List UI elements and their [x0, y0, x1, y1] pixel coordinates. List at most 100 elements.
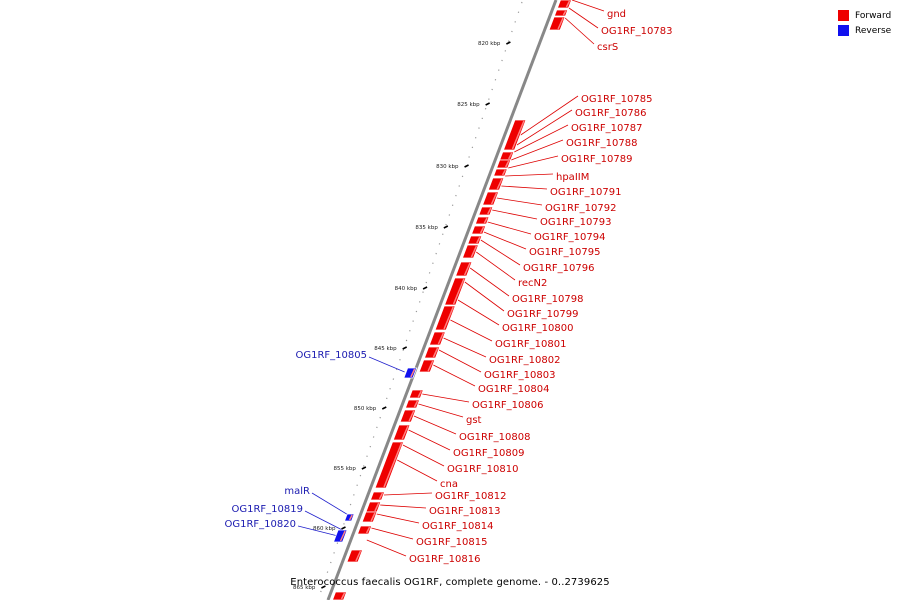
forward-gene-label[interactable]: gst — [466, 415, 482, 426]
forward-gene-label[interactable]: hpaIIM — [556, 172, 589, 183]
legend-forward: Forward — [838, 8, 891, 23]
forward-gene-label[interactable]: OG1RF_10792 — [545, 203, 617, 214]
forward-gene-label[interactable]: OG1RF_10796 — [523, 263, 595, 274]
ruler-tick-mark — [341, 526, 346, 530]
forward-gene — [548, 16, 566, 31]
genome-backbone — [326, 0, 558, 600]
forward-gene-label[interactable]: OG1RF_10804 — [478, 384, 550, 395]
forward-leader-line — [492, 209, 538, 220]
forward-gene-label[interactable]: OG1RF_10815 — [416, 537, 488, 548]
forward-gene-shade — [487, 207, 492, 215]
forward-gene-label[interactable]: OG1RF_10795 — [529, 247, 601, 258]
forward-leader-line — [413, 415, 457, 435]
forward-gene-shade — [479, 226, 485, 234]
forward-gene — [482, 191, 500, 206]
forward-swatch — [838, 10, 849, 21]
ruler-tick-mark — [361, 466, 367, 470]
forward-gene-label[interactable]: OG1RF_10783 — [601, 26, 673, 37]
forward-gene-label[interactable]: OG1RF_10789 — [561, 154, 633, 165]
forward-gene-label[interactable]: OG1RF_10812 — [435, 491, 507, 502]
forward-gene-shade — [378, 492, 384, 500]
forward-gene-label[interactable]: OG1RF_10786 — [575, 108, 647, 119]
forward-gene — [423, 346, 441, 359]
forward-gene-shade — [483, 217, 488, 224]
forward-gene-label[interactable]: cna — [440, 479, 458, 490]
forward-gene — [487, 177, 505, 191]
forward-leader-line — [418, 403, 464, 418]
forward-gene — [455, 261, 473, 277]
forward-gene-label[interactable]: OG1RF_10799 — [507, 309, 579, 320]
legend-reverse: Reverse — [838, 23, 891, 38]
forward-gene-label[interactable]: OG1RF_10816 — [409, 554, 481, 565]
forward-gene-label[interactable]: OG1RF_10787 — [571, 123, 643, 134]
forward-gene-shade — [504, 160, 510, 168]
forward-gene — [434, 305, 456, 331]
ruler-tick-label: 845 kbp — [374, 346, 397, 352]
forward-gene — [496, 159, 512, 169]
forward-gene-label[interactable]: OG1RF_10791 — [550, 187, 622, 198]
legend-reverse-label: Reverse — [855, 25, 892, 36]
forward-gene-label[interactable]: OG1RF_10788 — [566, 138, 638, 149]
ruler-tick-mark — [381, 406, 387, 410]
forward-gene-label[interactable]: OG1RF_10801 — [495, 339, 567, 350]
ruler-tick-mark — [506, 41, 511, 45]
forward-gene-shade — [501, 169, 506, 176]
forward-gene-shade — [443, 306, 454, 330]
ruler-tick-label: 865 kbp — [293, 585, 316, 591]
forward-gene-shade — [508, 152, 513, 160]
forward-gene-shade — [413, 400, 419, 408]
forward-gene-label[interactable]: OG1RF_10810 — [447, 464, 519, 475]
forward-gene-shade — [374, 502, 380, 512]
forward-gene-shade — [340, 592, 346, 600]
forward-gene — [553, 9, 569, 17]
forward-gene — [471, 225, 487, 235]
forward-gene-label[interactable]: OG1RF_10798 — [512, 294, 584, 305]
forward-leader-line — [408, 429, 451, 451]
forward-leader-line — [380, 504, 427, 509]
forward-gene-label[interactable]: OG1RF_10814 — [422, 521, 494, 532]
reverse-leader-line — [304, 510, 345, 532]
gene-labels: gnd OG1RF_10783 csrS OG1RF_10785 OG1RF_10786… — [225, 9, 673, 565]
forward-gene-label[interactable]: OG1RF_10813 — [429, 506, 501, 517]
forward-gene-shade — [463, 262, 471, 276]
forward-gene — [478, 206, 494, 216]
forward-gene-shade — [401, 425, 409, 440]
forward-gene-label[interactable]: OG1RF_10785 — [581, 94, 653, 105]
forward-gene — [467, 235, 483, 245]
forward-gene — [357, 525, 373, 535]
forward-gene-label[interactable]: OG1RF_10800 — [502, 323, 574, 334]
forward-gene-label[interactable]: csrS — [597, 42, 618, 53]
forward-gene-label[interactable]: OG1RF_10809 — [453, 448, 525, 459]
forward-gene-label[interactable]: OG1RF_10808 — [459, 432, 531, 443]
forward-leader-line — [443, 337, 487, 358]
forward-gene — [374, 441, 405, 489]
forward-gene-label[interactable]: recN2 — [518, 278, 547, 289]
forward-gene-label[interactable]: OG1RF_10803 — [484, 370, 556, 381]
forward-leader-line — [571, 0, 605, 12]
ruler-tick-mark — [443, 225, 449, 229]
reverse-gene-shade — [410, 368, 416, 378]
forward-leader-line — [476, 251, 516, 281]
ruler-tick-label: 825 kbp — [457, 102, 480, 108]
forward-gene — [399, 409, 417, 423]
forward-gene-shade — [565, 0, 571, 8]
ruler-tick-label: 855 kbp — [333, 466, 356, 472]
ruler-tick-mark — [485, 102, 490, 106]
forward-leader-line — [383, 492, 433, 496]
reverse-gene-label[interactable]: OG1RF_10820 — [225, 519, 297, 530]
reverse-gene-label[interactable]: malR — [284, 486, 310, 497]
forward-leader-line — [508, 155, 559, 169]
forward-gene-label[interactable]: OG1RF_10802 — [489, 355, 561, 366]
forward-gene-label[interactable]: OG1RF_10806 — [472, 400, 544, 411]
forward-gene — [428, 331, 446, 346]
forward-gene-label[interactable]: OG1RF_10794 — [534, 232, 606, 243]
forward-gene-shade — [496, 178, 503, 190]
label-leaders — [297, 0, 605, 557]
reverse-gene-label[interactable]: OG1RF_10819 — [232, 504, 304, 515]
reverse-gene-label[interactable]: OG1RF_10805 — [296, 350, 368, 361]
forward-gene — [408, 389, 424, 399]
reverse-leader-line — [297, 525, 343, 538]
forward-gene-label[interactable]: OG1RF_10793 — [540, 217, 612, 228]
forward-gene-label[interactable]: gnd — [607, 9, 626, 20]
forward-leader-line — [516, 109, 573, 146]
